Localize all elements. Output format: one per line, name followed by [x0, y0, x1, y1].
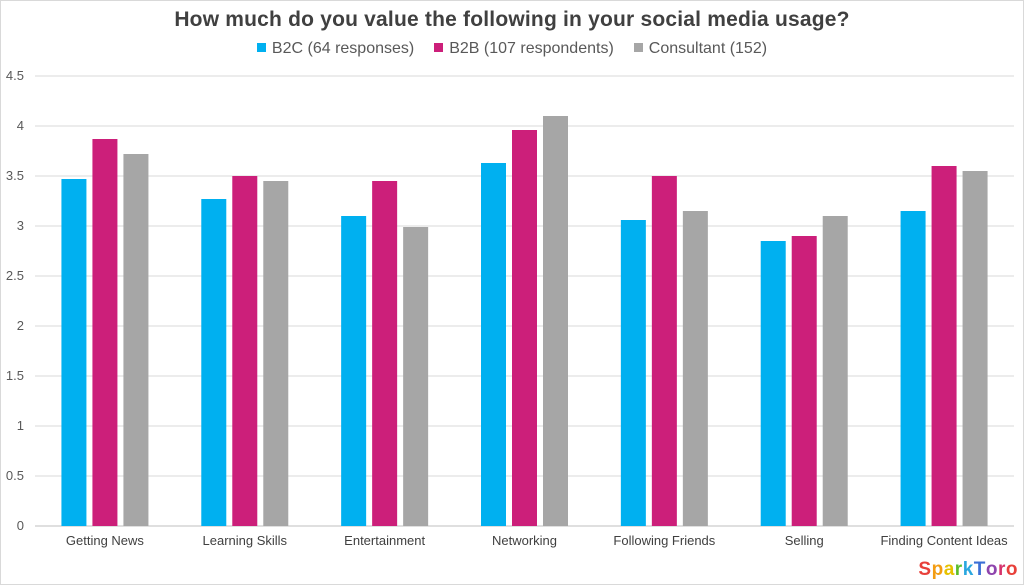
y-tick-label: 3.5 — [6, 168, 24, 183]
sparktoro-logo: SparkToro — [918, 559, 1018, 581]
bar — [341, 216, 367, 526]
bar — [931, 166, 957, 526]
legend-item-2: B2B (107 respondents) — [434, 40, 614, 58]
chart-title: How much do you value the following in y… — [174, 8, 850, 31]
legend-label: B2B (107 respondents) — [449, 40, 614, 57]
x-axis-ticks: Getting News Learning Skills Entertainment… — [66, 533, 1008, 548]
bar — [201, 199, 227, 526]
bar — [481, 163, 506, 526]
legend-label: B2C (64 responses) — [271, 40, 415, 57]
bar — [682, 211, 708, 526]
y-tick-label: 4.5 — [6, 68, 24, 83]
bar — [372, 181, 398, 526]
bar — [822, 216, 848, 526]
logo-letter: S — [918, 559, 932, 580]
logo-letter: p — [931, 559, 944, 580]
bar — [620, 220, 646, 526]
bar — [900, 211, 926, 526]
bar — [512, 130, 537, 526]
legend-swatch — [633, 43, 643, 52]
bars — [61, 116, 988, 526]
x-tick-label: Finding Content Ideas — [880, 533, 1008, 548]
y-tick-label: 2.5 — [6, 268, 24, 283]
y-tick-label: 0 — [17, 518, 24, 533]
logo-letter: T — [973, 559, 986, 580]
legend-item-1: B2C (64 responses) — [256, 40, 415, 58]
x-tick-label: Entertainment — [344, 533, 425, 548]
y-tick-label: 3 — [17, 218, 24, 233]
bar — [962, 171, 988, 526]
y-tick-label: 1.5 — [6, 368, 24, 383]
x-tick-label: Getting News — [66, 533, 145, 548]
x-tick-label: Selling — [785, 533, 824, 548]
y-axis-ticks: 0 0.5 1 1.5 2 2.5 3 3.5 4 4.5 — [6, 68, 24, 533]
legend-swatch — [256, 43, 266, 52]
legend-label: Consultant (152) — [648, 40, 768, 57]
x-tick-label: Following Friends — [613, 533, 715, 548]
bar — [92, 139, 118, 526]
logo-letter: r — [997, 559, 1006, 580]
bar — [543, 116, 568, 526]
y-tick-label: 4 — [17, 118, 24, 133]
logo-letter: a — [943, 559, 955, 580]
logo-letter: r — [954, 559, 963, 580]
y-tick-label: 0.5 — [6, 468, 24, 483]
logo-letter: o — [985, 559, 998, 580]
bar — [61, 179, 87, 526]
bar — [791, 236, 817, 526]
y-tick-label: 1 — [17, 418, 24, 433]
chart-legend: B2C (64 responses) B2B (107 respondents) C… — [0, 40, 1024, 58]
x-tick-label: Learning Skills — [203, 533, 288, 548]
y-tick-label: 2 — [17, 318, 24, 333]
x-tick-label: Networking — [492, 533, 557, 548]
bar — [232, 176, 258, 526]
legend-item-3: Consultant (152) — [633, 40, 768, 58]
bar — [403, 227, 429, 526]
bar — [123, 154, 149, 526]
logo-letter: o — [1005, 559, 1018, 580]
bar — [651, 176, 677, 526]
logo-letter: k — [962, 559, 974, 580]
bar — [760, 241, 786, 526]
bar — [263, 181, 289, 526]
legend-swatch — [434, 43, 444, 52]
